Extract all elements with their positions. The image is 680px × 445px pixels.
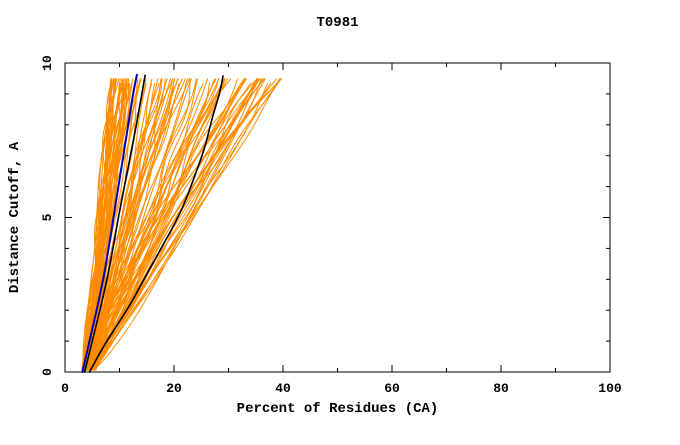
x-tick-label: 100 bbox=[598, 381, 622, 396]
y-axis-label: Distance Cutoff, A bbox=[7, 141, 23, 293]
orange-model-curve bbox=[85, 78, 245, 371]
x-tick-label: 40 bbox=[275, 381, 291, 396]
x-tick-label: 20 bbox=[166, 381, 182, 396]
highlighted-model-blue bbox=[81, 73, 138, 373]
orange-model-curve bbox=[90, 82, 153, 371]
orange-model-curve bbox=[94, 78, 197, 371]
orange-model-curve bbox=[87, 78, 199, 371]
orange-model-curve bbox=[81, 78, 125, 371]
orange-model-curve bbox=[87, 78, 175, 371]
orange-model-curve bbox=[82, 78, 229, 371]
orange-model-curve bbox=[85, 78, 134, 371]
y-tick-label: 5 bbox=[40, 213, 55, 221]
orange-model-curve bbox=[83, 78, 282, 371]
chart-title: T0981 bbox=[316, 15, 358, 31]
orange-model-curve bbox=[93, 83, 210, 371]
x-tick-label: 0 bbox=[61, 381, 69, 396]
y-tick-label: 10 bbox=[40, 55, 55, 71]
tick-labels-layer: 0 20 40 60 80 100 0 5 10 bbox=[40, 55, 622, 396]
x-axis-label: Percent of Residues (CA) bbox=[237, 401, 439, 417]
highlighted-model-black-right bbox=[88, 75, 224, 373]
x-tick-label: 60 bbox=[384, 381, 400, 396]
orange-model-curve bbox=[84, 78, 239, 371]
highlighted-model-black-left bbox=[83, 74, 146, 373]
orange-model-curve bbox=[82, 78, 115, 371]
orange-model-curve bbox=[93, 78, 115, 371]
orange-model-curve bbox=[90, 78, 281, 371]
curves-layer bbox=[81, 73, 283, 373]
axes-layer bbox=[64, 62, 611, 373]
x-tick-label: 80 bbox=[493, 381, 509, 396]
orange-model-curve bbox=[93, 82, 269, 371]
orange-model-curve bbox=[86, 78, 184, 371]
orange-model-curve bbox=[84, 78, 139, 371]
y-tick-label: 0 bbox=[40, 368, 55, 376]
orange-model-curve bbox=[90, 78, 162, 371]
orange-model-curve bbox=[85, 78, 232, 371]
orange-model-curve bbox=[86, 78, 124, 371]
orange-model-curve bbox=[91, 78, 191, 371]
